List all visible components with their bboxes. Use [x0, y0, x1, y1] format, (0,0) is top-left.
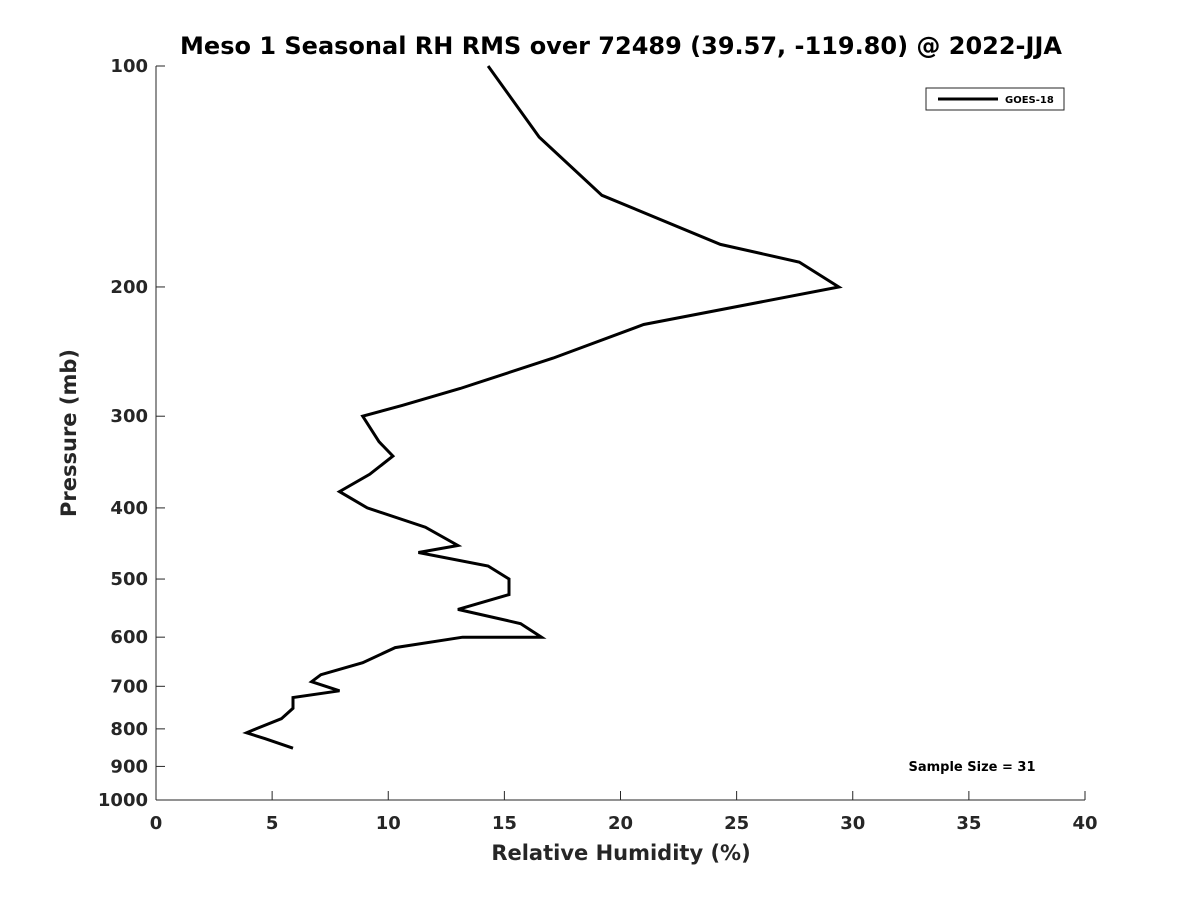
axes: 0 5 10 15 20 25 30 35 40 100 200 300 400 500 600 700 800… — [98, 56, 1098, 834]
y-tick-label: 400 — [110, 498, 148, 519]
y-tick-label: 900 — [110, 756, 148, 777]
x-tick-label: 10 — [376, 813, 401, 834]
y-tick-label: 1000 — [98, 790, 148, 811]
x-tick-label: 40 — [1072, 813, 1097, 834]
y-tick-label: 500 — [110, 569, 148, 590]
series-group — [242, 65, 843, 750]
legend: GOES-18 — [925, 87, 1065, 111]
x-tick-label: 0 — [150, 813, 163, 834]
y-tick-label: 700 — [110, 676, 148, 697]
x-tick-label: 20 — [608, 813, 633, 834]
x-tick-label: 30 — [840, 813, 865, 834]
y-tick-label: 800 — [110, 719, 148, 740]
x-tick-label: 5 — [266, 813, 279, 834]
x-tick-label: 35 — [956, 813, 981, 834]
annotation-sample-size: Sample Size = 31 — [908, 760, 1035, 775]
y-tick-label: 600 — [110, 627, 148, 648]
series-line-goes-18 — [242, 65, 843, 750]
x-axis-label: Relative Humidity (%) — [491, 841, 750, 865]
y-tick-label: 100 — [110, 56, 148, 77]
legend-entry: GOES-18 — [1005, 95, 1054, 106]
chart-title: Meso 1 Seasonal RH RMS over 72489 (39.57… — [180, 32, 1062, 60]
x-tick-label: 25 — [724, 813, 749, 834]
y-tick-label: 200 — [110, 277, 148, 298]
y-axis-label: Pressure (mb) — [57, 349, 81, 517]
y-tick-label: 300 — [110, 406, 148, 427]
x-tick-label: 15 — [492, 813, 517, 834]
